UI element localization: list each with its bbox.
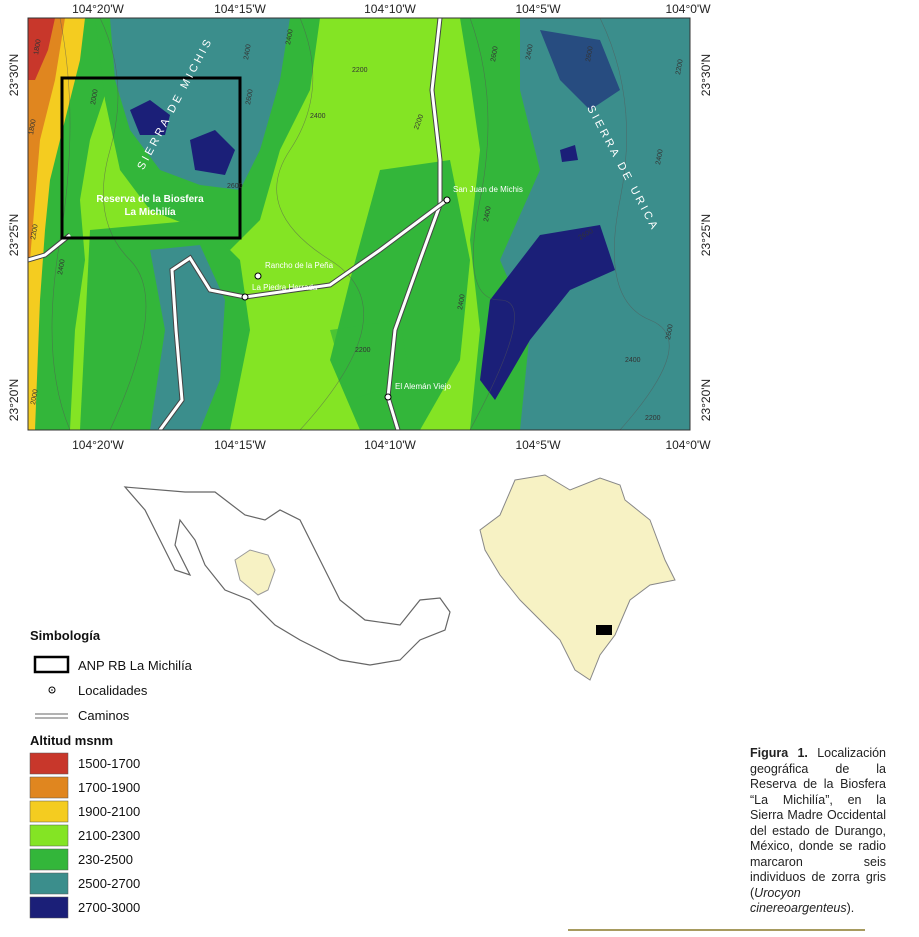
legend-label: 2100-2300 <box>78 828 140 843</box>
legend-label: 2700-3000 <box>78 900 140 915</box>
mexico-map <box>123 486 451 666</box>
bottom-label: 104°20'W <box>72 438 124 452</box>
legend-label: 1700-1900 <box>78 780 140 795</box>
bottom-label: 104°15'W <box>214 438 266 452</box>
contour-label: 2400 <box>525 44 535 61</box>
legend-item: ANP RB La Michilía <box>78 658 193 673</box>
locality-label: Rancho de la Peña <box>265 261 334 270</box>
right-label: 23°20'N <box>699 379 713 421</box>
caption-end: ). <box>846 901 855 915</box>
caption-label: Figura 1. <box>750 746 808 760</box>
contour-label: 2200 <box>645 415 661 422</box>
top-label: 104°20'W <box>72 2 124 16</box>
contour-label: 2600 <box>665 324 675 341</box>
legend-label: 230-2500 <box>78 852 133 867</box>
locality-label: El Alemán Viejo <box>395 382 451 391</box>
legend-label: 1500-1700 <box>78 756 140 771</box>
legend-swatch <box>29 848 69 871</box>
contour-label: 2200 <box>675 59 685 76</box>
legend-swatch <box>29 776 69 799</box>
locality-label: San Juan de Michis <box>453 185 523 194</box>
contour-label: 2600 <box>245 89 255 106</box>
legend-swatch <box>29 896 69 919</box>
contour-label: 2400 <box>625 357 641 364</box>
contour-label: 2400 <box>285 29 295 46</box>
durango-map <box>479 474 676 681</box>
contour-label: 2400 <box>310 113 326 120</box>
reserve-boundary <box>60 76 242 240</box>
legend-swatch <box>29 800 69 823</box>
legend-swatch <box>29 872 69 895</box>
contour-label: 2400 <box>457 294 467 311</box>
reserve-label: La Michilía <box>124 207 176 218</box>
bottom-label: 104°0'W <box>665 438 711 452</box>
legend-symbol <box>33 655 70 674</box>
contour-label: 2200 <box>30 224 40 241</box>
legend-item: Caminos <box>78 708 130 723</box>
contour-label: 2200 <box>413 114 425 131</box>
caption: Figura 1. Localización geográfica de la … <box>750 746 886 917</box>
contour-label: 2200 <box>352 67 368 74</box>
legend-label: 1900-2100 <box>78 804 140 819</box>
top-label: 104°5'W <box>515 2 561 16</box>
bottom-label: 104°10'W <box>364 438 416 452</box>
contour-label: 2400 <box>483 206 493 223</box>
legend-title: Simbología <box>30 628 101 643</box>
top-label: 104°15'W <box>214 2 266 16</box>
contour-label: 2000 <box>90 89 100 106</box>
reserve-label: Reserva de la Biosfera <box>96 194 204 205</box>
left-label: 23°20'N <box>7 379 21 421</box>
contour-label: 2400 <box>655 149 665 166</box>
contour-label: 2400 <box>57 259 67 276</box>
contour-label: 2600 <box>227 183 243 190</box>
right-label: 23°30'N <box>699 54 713 96</box>
caption-species: Urocyon cinereoargenteus <box>750 885 847 916</box>
roads <box>28 18 449 430</box>
caption-text: Localización geográfica de la Reserva de… <box>750 746 886 900</box>
contour-label: 2200 <box>355 347 371 354</box>
right-label: 23°25'N <box>699 214 713 256</box>
bottom-label: 104°5'W <box>515 438 561 452</box>
locality-label: La Piedra Herrada <box>252 283 318 292</box>
contours <box>51 18 670 430</box>
elevation-map <box>28 18 690 430</box>
legend-item: Localidades <box>78 683 148 698</box>
contour-label: 2000 <box>30 389 40 406</box>
map-frame <box>27 17 691 431</box>
legend-swatch <box>29 752 69 775</box>
legend: Simbología ANP RB La Michilía Localidade… <box>29 628 193 919</box>
contour-label: 2400 <box>243 44 253 61</box>
contour-label: 1800 <box>33 39 43 56</box>
top-label: 104°0'W <box>665 2 711 16</box>
legend-label: 2500-2700 <box>78 876 140 891</box>
contour-label: 1800 <box>28 119 38 136</box>
legend-title: Altitud msnm <box>30 733 113 748</box>
contour-label: 2600 <box>585 46 595 63</box>
top-label: 104°10'W <box>364 2 416 16</box>
contour-label: 2600 <box>490 46 500 63</box>
left-label: 23°25'N <box>7 214 21 256</box>
left-label: 23°30'N <box>7 54 21 96</box>
legend-swatch <box>29 824 69 847</box>
localities: San Juan de Michis Rancho de la Peña La … <box>241 185 523 401</box>
